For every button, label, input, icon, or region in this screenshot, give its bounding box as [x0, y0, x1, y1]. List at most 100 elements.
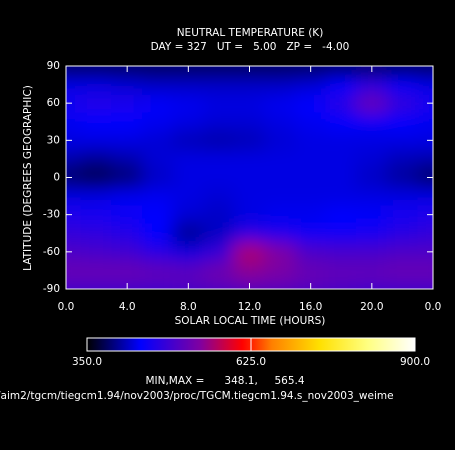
heatmap-cell [172, 260, 205, 281]
heatmap-cell [80, 93, 113, 113]
field [66, 66, 433, 289]
heatmap-cell [417, 149, 433, 169]
heatmap-cell [233, 260, 266, 281]
heatmap-cell [66, 149, 82, 169]
heatmap-cell [356, 74, 388, 95]
heatmap-cell [172, 149, 205, 169]
heatmap-cell [356, 93, 388, 113]
heatmap-cell [66, 74, 82, 95]
heatmap-cell [294, 93, 327, 113]
y-axis-label: LATITUDE (DEGREES GEOGRAPHIC) [22, 85, 34, 271]
heatmap-cell [294, 204, 327, 225]
heatmap-cell [325, 149, 358, 169]
heatmap-cell [111, 242, 143, 262]
heatmap-cell [80, 279, 113, 289]
heatmap-cell [141, 66, 174, 76]
heatmap-cell [66, 242, 82, 262]
heatmap-cell [80, 167, 113, 188]
heatmap-cell [66, 111, 82, 132]
heatmap-cell [264, 186, 296, 206]
heatmap-cell [356, 149, 388, 169]
heatmap-cell [141, 93, 174, 113]
heatmap-cell [386, 186, 419, 206]
heatmap-cell [80, 66, 113, 76]
colorbar-tick-label: 900.0 [400, 356, 430, 368]
heatmap-cell [264, 74, 296, 95]
x-tick-label: 16.0 [299, 301, 322, 313]
heatmap-cell [203, 93, 235, 113]
heatmap-cell [417, 167, 433, 188]
heatmap-cell [172, 204, 205, 225]
heatmap-cell [325, 242, 358, 262]
y-tick-label: 90 [47, 60, 60, 72]
heatmap-cell [294, 111, 327, 132]
heatmap-cell [264, 260, 296, 281]
heatmap-cell [172, 167, 205, 188]
heatmap-cell [66, 66, 82, 76]
heatmap-cell [386, 223, 419, 244]
heatmap-cell [111, 260, 143, 281]
heatmap-cell [325, 66, 358, 76]
heatmap-cell [264, 223, 296, 244]
heatmap-cell [111, 130, 143, 151]
heatmap-cell [203, 204, 235, 225]
heatmap-cell [203, 66, 235, 76]
heatmap-cell [203, 74, 235, 95]
heatmap-cell [66, 260, 82, 281]
min-max-text: MIN,MAX = 348.1, 565.4 [145, 375, 304, 387]
y-tick-label: 30 [47, 134, 60, 146]
heatmap-cell [172, 223, 205, 244]
heatmap-cell [417, 186, 433, 206]
heatmap-cell [325, 74, 358, 95]
heatmap-cell [66, 223, 82, 244]
heatmap-cell [386, 167, 419, 188]
heatmap-cell [294, 167, 327, 188]
heatmap-cell [325, 93, 358, 113]
heatmap-cell [141, 111, 174, 132]
heatmap-cell [294, 242, 327, 262]
heatmap-cell [264, 204, 296, 225]
heatmap-cell [325, 130, 358, 151]
heatmap-cell [356, 130, 388, 151]
heatmap-cell [203, 223, 235, 244]
x-tick-label: 20.0 [360, 301, 383, 313]
heatmap-cell [356, 242, 388, 262]
heatmap-cell [233, 111, 266, 132]
heatmap-cell [417, 223, 433, 244]
heatmap-cell [325, 279, 358, 289]
heatmap-cell [141, 74, 174, 95]
heatmap-cell [356, 260, 388, 281]
heatmap-cell [172, 93, 205, 113]
heatmap-cell [417, 130, 433, 151]
heatmap-cell [264, 66, 296, 76]
heatmap-cell [294, 149, 327, 169]
heatmap-cell [80, 186, 113, 206]
heatmap-cell [356, 167, 388, 188]
heatmap-cell [417, 242, 433, 262]
heatmap-cell [417, 204, 433, 225]
heatmap-cell [233, 74, 266, 95]
heatmap-cell [203, 111, 235, 132]
heatmap-cell [66, 186, 82, 206]
heatmap-cell [294, 223, 327, 244]
heatmap-cell [203, 242, 235, 262]
heatmap-cell [203, 260, 235, 281]
heatmap-cell [111, 111, 143, 132]
heatmap-cell [386, 74, 419, 95]
heatmap-cell [294, 130, 327, 151]
heatmap-cell [386, 242, 419, 262]
heatmap-cell [66, 204, 82, 225]
colorbar-tick-label: 625.0 [236, 356, 266, 368]
heatmap-cell [80, 111, 113, 132]
heatmap-cell [203, 186, 235, 206]
heatmap-cell [80, 149, 113, 169]
heatmap-cell [172, 242, 205, 262]
heatmap-cell [203, 130, 235, 151]
heatmap-cell [325, 186, 358, 206]
heatmap-cell [386, 149, 419, 169]
heatmap-cell [264, 242, 296, 262]
heatmap-cell [417, 260, 433, 281]
heatmap-cell [386, 130, 419, 151]
chart-title: NEUTRAL TEMPERATURE (K) [177, 27, 324, 39]
heatmap-cell [356, 223, 388, 244]
